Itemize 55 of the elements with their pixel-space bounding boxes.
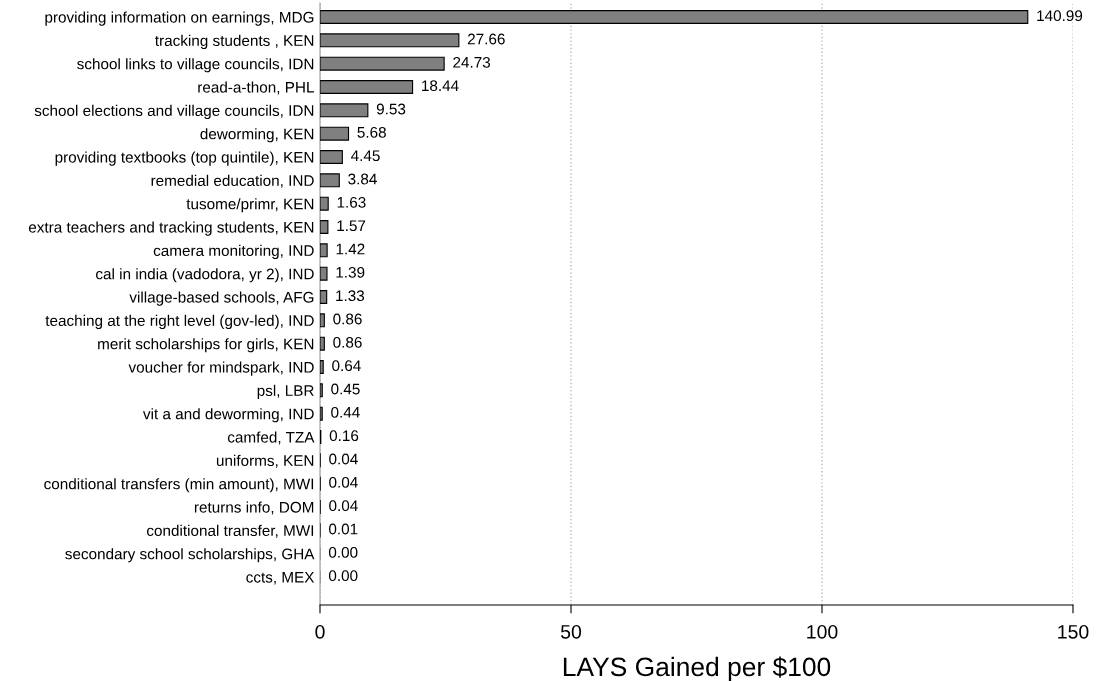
- data-label: 0.04: [329, 476, 358, 488]
- y-tick-label: providing textbooks (top quintile), KEN: [55, 151, 314, 166]
- y-tick-label: tusome/primr, KEN: [186, 198, 314, 213]
- y-tick-label: read-a-thon, PHL: [198, 81, 314, 95]
- y-tick-label: voucher for mindspark, IND: [128, 361, 314, 376]
- data-label: 0.64: [332, 360, 361, 372]
- y-tick-label: conditional transfers (min amount), MWI: [44, 478, 314, 493]
- data-label: 0.04: [329, 453, 358, 465]
- data-label: 24.73: [453, 56, 491, 68]
- data-label: 1.63: [337, 196, 366, 208]
- y-tick-label: remedial education, IND: [151, 174, 314, 188]
- data-label: 4.45: [351, 150, 380, 162]
- data-label: 27.66: [467, 33, 505, 45]
- data-label: 1.57: [337, 220, 366, 232]
- data-label: 0.86: [333, 336, 362, 348]
- y-tick-label: providing information on earnings, MDG: [45, 11, 314, 26]
- y-tick-label: conditional transfer, MWI: [146, 524, 314, 538]
- y-tick-label: teaching at the right level (gov-led), IND: [45, 314, 314, 330]
- x-tick-label: 0: [315, 624, 325, 639]
- y-tick-label: village-based schools, AFG: [129, 291, 314, 306]
- data-label: 1.33: [336, 290, 365, 302]
- y-tick-label: merit scholarships for girls, KEN: [98, 338, 314, 353]
- y-tick-label: vit a and deworming, IND: [142, 408, 314, 423]
- data-label: 0.01: [328, 523, 358, 535]
- y-tick-label: returns info, DOM: [194, 501, 314, 515]
- y-tick-label: extra teachers and tracking students, KEN: [28, 221, 314, 236]
- y-tick-label: camera monitoring, IND: [153, 244, 314, 260]
- y-tick-label: psl, LBR: [257, 384, 314, 400]
- y-tick-label: school elections and village councils, IDN: [34, 104, 314, 120]
- x-axis-title: LAYS Gained per $100: [563, 656, 831, 681]
- data-label: 0.16: [329, 430, 359, 442]
- data-label: 9.53: [376, 103, 406, 115]
- y-tick-label: cal in india (vadodora, yr 2), IND: [96, 268, 314, 283]
- data-label: 3.84: [348, 173, 377, 185]
- data-label: 5.68: [357, 126, 386, 138]
- data-label: 18.44: [422, 80, 459, 92]
- data-label: 0.44: [331, 406, 360, 418]
- y-tick-label: school links to village councils, IDN: [77, 58, 314, 73]
- data-label: 0.00: [328, 546, 358, 558]
- y-tick-label: ccts, MEX: [246, 572, 315, 585]
- y-tick-label: deworming, KEN: [200, 128, 314, 143]
- y-tick-label: uniforms, KEN: [216, 454, 314, 468]
- data-label: 0.04: [329, 500, 358, 512]
- y-tick-label: camfed, TZA: [227, 431, 315, 445]
- data-label: 1.42: [336, 243, 365, 255]
- x-tick-label: 100: [807, 624, 838, 639]
- data-label: 0.45: [331, 383, 360, 395]
- y-tick-label: tracking students , KEN: [155, 34, 314, 50]
- x-tick-label: 150: [1058, 624, 1089, 639]
- y-tick-label: secondary school scholarships, GHA: [65, 548, 315, 563]
- x-tick-label: 50: [560, 624, 582, 639]
- data-label: 140.99: [1037, 10, 1083, 22]
- data-label: 0.00: [328, 570, 358, 582]
- data-label: 0.86: [333, 313, 362, 325]
- data-label: 1.39: [336, 266, 365, 278]
